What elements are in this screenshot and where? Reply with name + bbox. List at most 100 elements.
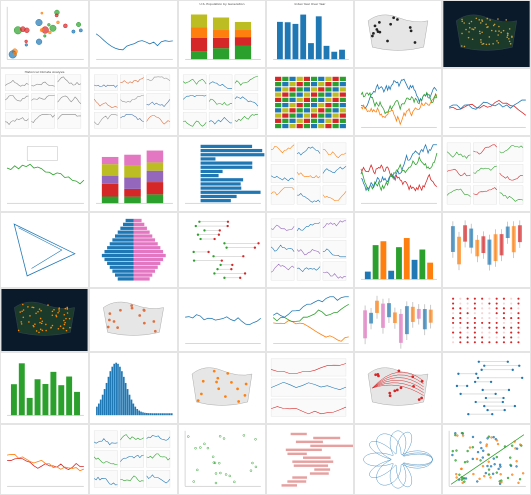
chart-point	[192, 259, 196, 262]
map-marker	[372, 32, 375, 35]
chart-box	[450, 226, 455, 252]
chart-bar-segment	[101, 183, 119, 197]
chart-series-line	[5, 79, 29, 87]
chart-canvas	[93, 74, 171, 129]
chart-cell	[473, 297, 476, 300]
map-marker	[29, 315, 31, 317]
chart-cell	[466, 321, 469, 324]
chart-cell	[502, 312, 506, 315]
chart-bar	[10, 384, 17, 416]
chart-series-line	[296, 222, 321, 232]
chart-bar	[103, 389, 106, 416]
chart-tile-t33	[266, 352, 354, 424]
chart-tile-t22	[354, 212, 442, 288]
chart-series-line	[473, 144, 497, 155]
map-marker	[494, 30, 497, 32]
chart-box	[457, 236, 461, 265]
map-marker	[32, 324, 35, 327]
map-marker	[130, 306, 134, 310]
chart-series-line	[208, 98, 233, 106]
chart-point	[199, 446, 202, 449]
map-marker	[69, 326, 71, 329]
chart-series-line	[183, 120, 207, 127]
chart-point	[254, 438, 257, 441]
chart-cell	[318, 92, 325, 97]
chart-series-line	[208, 81, 232, 89]
chart-point	[462, 477, 465, 480]
map-marker	[480, 39, 482, 41]
chart-cell	[510, 312, 513, 315]
chart-canvas	[7, 453, 85, 487]
chart-point	[213, 461, 217, 465]
chart-cell	[318, 76, 325, 82]
map-landmass	[456, 14, 518, 51]
chart-bar	[200, 194, 237, 199]
chart-point	[463, 461, 467, 464]
chart-series-line	[270, 381, 347, 390]
chart-point	[493, 463, 496, 466]
chart-bar	[168, 413, 171, 416]
chart-point	[48, 30, 52, 35]
chart-bar-segment	[124, 188, 141, 197]
chart-box	[487, 239, 492, 265]
map-marker	[19, 311, 21, 313]
chart-point	[459, 392, 462, 396]
chart-series-line	[448, 99, 526, 110]
chart-cell	[339, 108, 346, 113]
chart-bar	[133, 222, 145, 227]
chart-bar	[133, 226, 147, 230]
chart-series-line	[31, 95, 55, 101]
chart-point	[491, 412, 494, 416]
chart-series-line	[296, 146, 321, 156]
chart-canvas	[450, 220, 522, 271]
chart-canvas	[96, 362, 173, 416]
chart-series-line	[296, 171, 321, 179]
chart-series-line	[322, 149, 347, 159]
chart-series-line	[120, 454, 144, 462]
chart-point	[71, 29, 76, 34]
map-marker	[471, 28, 473, 30]
chart-cell	[332, 97, 339, 102]
chart-cell	[481, 321, 484, 324]
chart-bar	[104, 257, 134, 262]
map-marker	[142, 321, 146, 325]
chart-point	[231, 263, 234, 267]
chart-cell	[332, 87, 339, 92]
map-marker	[215, 380, 218, 384]
map-marker	[152, 320, 156, 323]
chart-cell	[332, 123, 339, 129]
chart-cell	[296, 123, 303, 129]
chart-tile-t35	[442, 352, 531, 424]
map-marker	[386, 39, 389, 43]
chart-curve	[369, 431, 433, 488]
chart-cell	[452, 297, 455, 300]
chart-cell	[289, 97, 296, 102]
map-marker	[51, 310, 54, 313]
map-marker	[481, 43, 484, 45]
chart-bar	[26, 397, 33, 416]
chart-tile-t16	[354, 136, 442, 212]
map-marker	[55, 315, 58, 318]
chart-series-line	[93, 98, 118, 108]
chart-point	[49, 24, 57, 32]
map-marker	[22, 309, 25, 311]
chart-series-line	[270, 263, 295, 273]
chart-cell	[495, 307, 498, 310]
chart-cell	[303, 113, 310, 118]
chart-series-line	[473, 187, 497, 195]
map-marker	[212, 369, 216, 373]
chart-cell	[488, 302, 491, 305]
chart-series-line	[270, 187, 295, 196]
chart-bar	[124, 382, 127, 416]
chart-point	[226, 220, 230, 223]
chart-canvas	[272, 296, 349, 344]
chart-cell	[459, 297, 462, 300]
map-marker	[108, 312, 112, 315]
chart-cell	[459, 341, 462, 344]
chart-cell	[282, 123, 289, 129]
chart-point	[511, 368, 514, 371]
map-marker	[509, 43, 512, 45]
chart-series-line	[270, 224, 295, 231]
chart-box	[493, 234, 498, 262]
chart-series-line	[297, 193, 321, 203]
